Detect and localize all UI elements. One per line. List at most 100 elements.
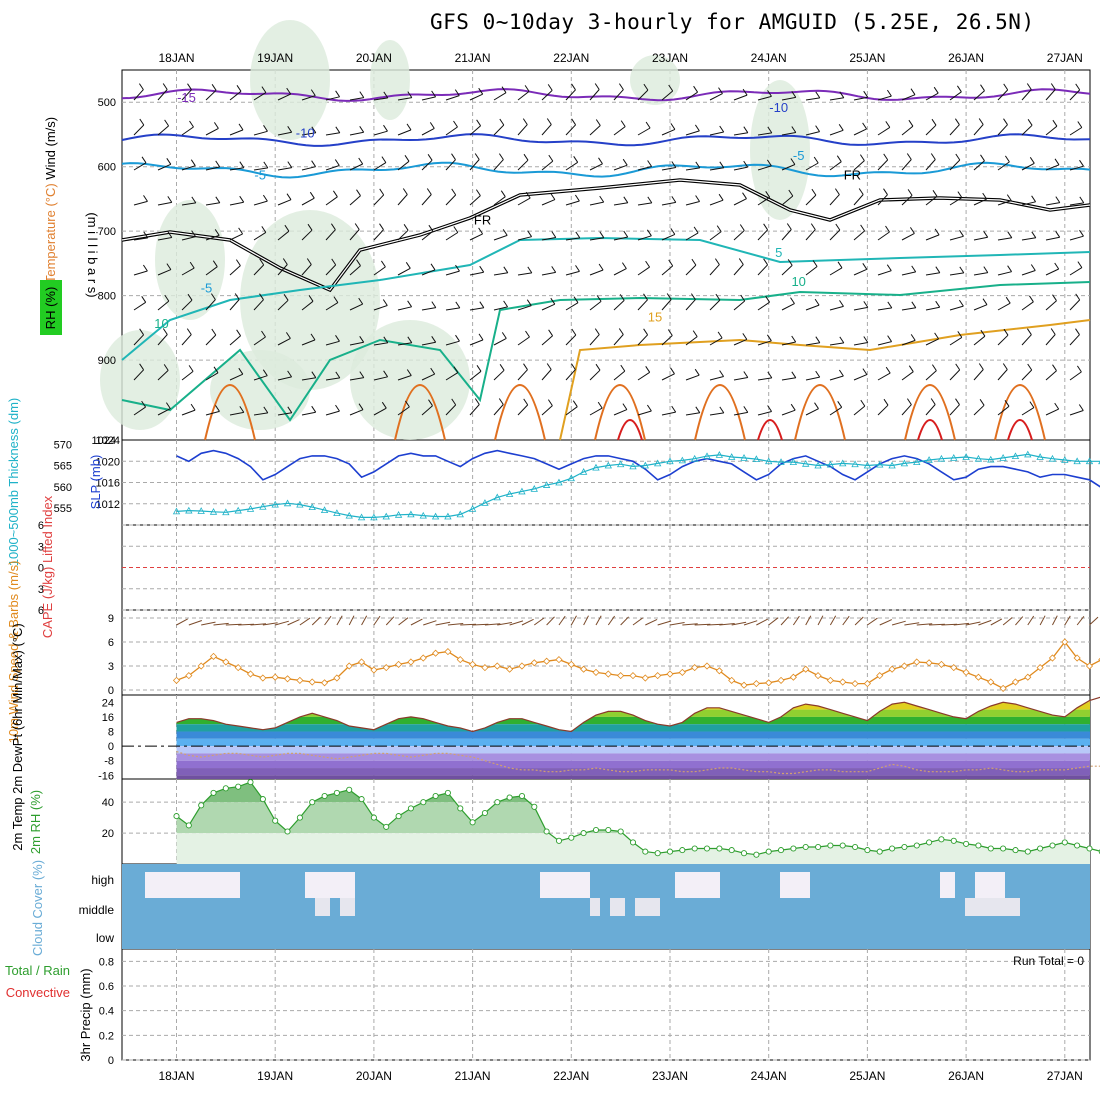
wind-barb [157, 89, 168, 101]
surface-wind-barb [410, 618, 423, 626]
surface-wind-barb [854, 616, 864, 626]
wind-barb [373, 130, 388, 136]
wind-barb [205, 89, 217, 101]
wind-barb-flag [236, 85, 242, 92]
wind-barb-flag [550, 193, 556, 200]
temp-tick: -16 [98, 770, 114, 782]
wind-barb [685, 201, 700, 206]
wind-barb [829, 161, 842, 171]
wind-barb-flag [909, 227, 915, 234]
wind-speed-point [370, 666, 378, 674]
pressure-tick: 700 [98, 226, 116, 238]
wind-barb [205, 266, 218, 276]
rh-point [703, 845, 711, 852]
wind-barb-flag [499, 364, 505, 371]
wind-barb [133, 334, 144, 346]
surface-wind-barb [916, 623, 933, 626]
wind-barb [829, 267, 843, 276]
wind-barb [229, 265, 241, 276]
wind-barb [829, 342, 844, 346]
wind-speed-point [493, 662, 501, 670]
isotherm-m10 [121, 133, 1091, 147]
wind-barb-flag [143, 231, 149, 239]
wind-barb [517, 236, 532, 241]
rh-point [975, 842, 982, 849]
thickness-point [728, 453, 736, 460]
rh-point [568, 834, 575, 841]
isotherm-label: 5 [775, 245, 782, 260]
thickness-point [444, 512, 452, 520]
wind-barb-flag [790, 297, 795, 304]
surface-wind-barb [460, 623, 477, 626]
wind-barb-flag [671, 161, 677, 168]
wind-barb [1021, 201, 1036, 206]
wind-speed-point [1024, 673, 1032, 681]
wind-speed-point [271, 673, 279, 681]
wind-barb-flag [959, 230, 964, 237]
temp-band [176, 753, 1090, 761]
wind-barb [709, 131, 724, 136]
wind-barb [637, 371, 650, 381]
wind-barb [349, 131, 364, 136]
rh-legend-swatch [40, 280, 62, 335]
wind-barb [133, 270, 148, 276]
li-tick: 0 [38, 563, 44, 575]
wind-barb-flag [647, 160, 653, 167]
wind-barb-flag [431, 301, 437, 308]
rh-shade [630, 55, 680, 105]
surface-wind-barb [719, 623, 735, 626]
wind-barb [421, 405, 433, 416]
wind-barb [181, 371, 194, 381]
day-label-top: 21JAN [455, 51, 491, 65]
wind-barb-flag [475, 189, 481, 196]
temp-band [176, 716, 1090, 725]
wind-barb [589, 201, 604, 206]
wind-barb [829, 305, 844, 311]
temp-tick: 24 [102, 697, 114, 709]
wind-barb [637, 202, 652, 206]
wind-barb [589, 125, 601, 136]
wind-speed-point [728, 676, 736, 684]
wind-barb [685, 91, 698, 101]
wind-barb [325, 165, 340, 171]
wind-barb [325, 132, 340, 136]
wind-barb [445, 232, 459, 241]
wind-barb-flag [788, 189, 794, 197]
rh-point [938, 836, 945, 843]
wind-speed-point [1011, 678, 1020, 686]
wind-barb [949, 272, 964, 276]
isotherm-label: -5 [793, 148, 805, 163]
isotherm-label: 10 [154, 316, 168, 331]
wind-barb [349, 409, 364, 416]
wind-barb [997, 237, 1012, 241]
wind-barb [373, 342, 388, 346]
wind-barb [589, 237, 604, 241]
wind-speed-point [974, 673, 983, 681]
wind-barb [733, 166, 748, 171]
wind-barb [181, 334, 192, 346]
wind-barb-flag [431, 336, 437, 343]
rh-point [506, 794, 513, 801]
wind-barb-flag [980, 84, 985, 91]
wind-barb-flag [1076, 365, 1082, 373]
surface-wind-barb [447, 623, 464, 626]
wind-barb [421, 373, 435, 381]
wind-barb [229, 411, 244, 416]
wind-barb [181, 267, 195, 276]
wind-barb [253, 92, 267, 101]
wind-barb-flag [908, 119, 914, 127]
thickness-point [370, 513, 378, 521]
wind-barb [325, 340, 340, 346]
wind-barb [853, 342, 868, 346]
wind-barb-flag [307, 223, 313, 231]
wind-barb-flag [406, 369, 412, 376]
wind-speed-point [629, 672, 637, 680]
thickness-ylabel: 1000~500mb Thickness (dm) [6, 398, 21, 567]
wind-barb [925, 306, 940, 311]
isotherm-p25 [917, 419, 943, 441]
wind-barb-flag [407, 336, 413, 344]
wind-barb-flag [309, 191, 315, 199]
wind-barb-flag [765, 295, 771, 303]
rh-band [176, 782, 1090, 803]
surface-wind-barb [756, 618, 769, 626]
